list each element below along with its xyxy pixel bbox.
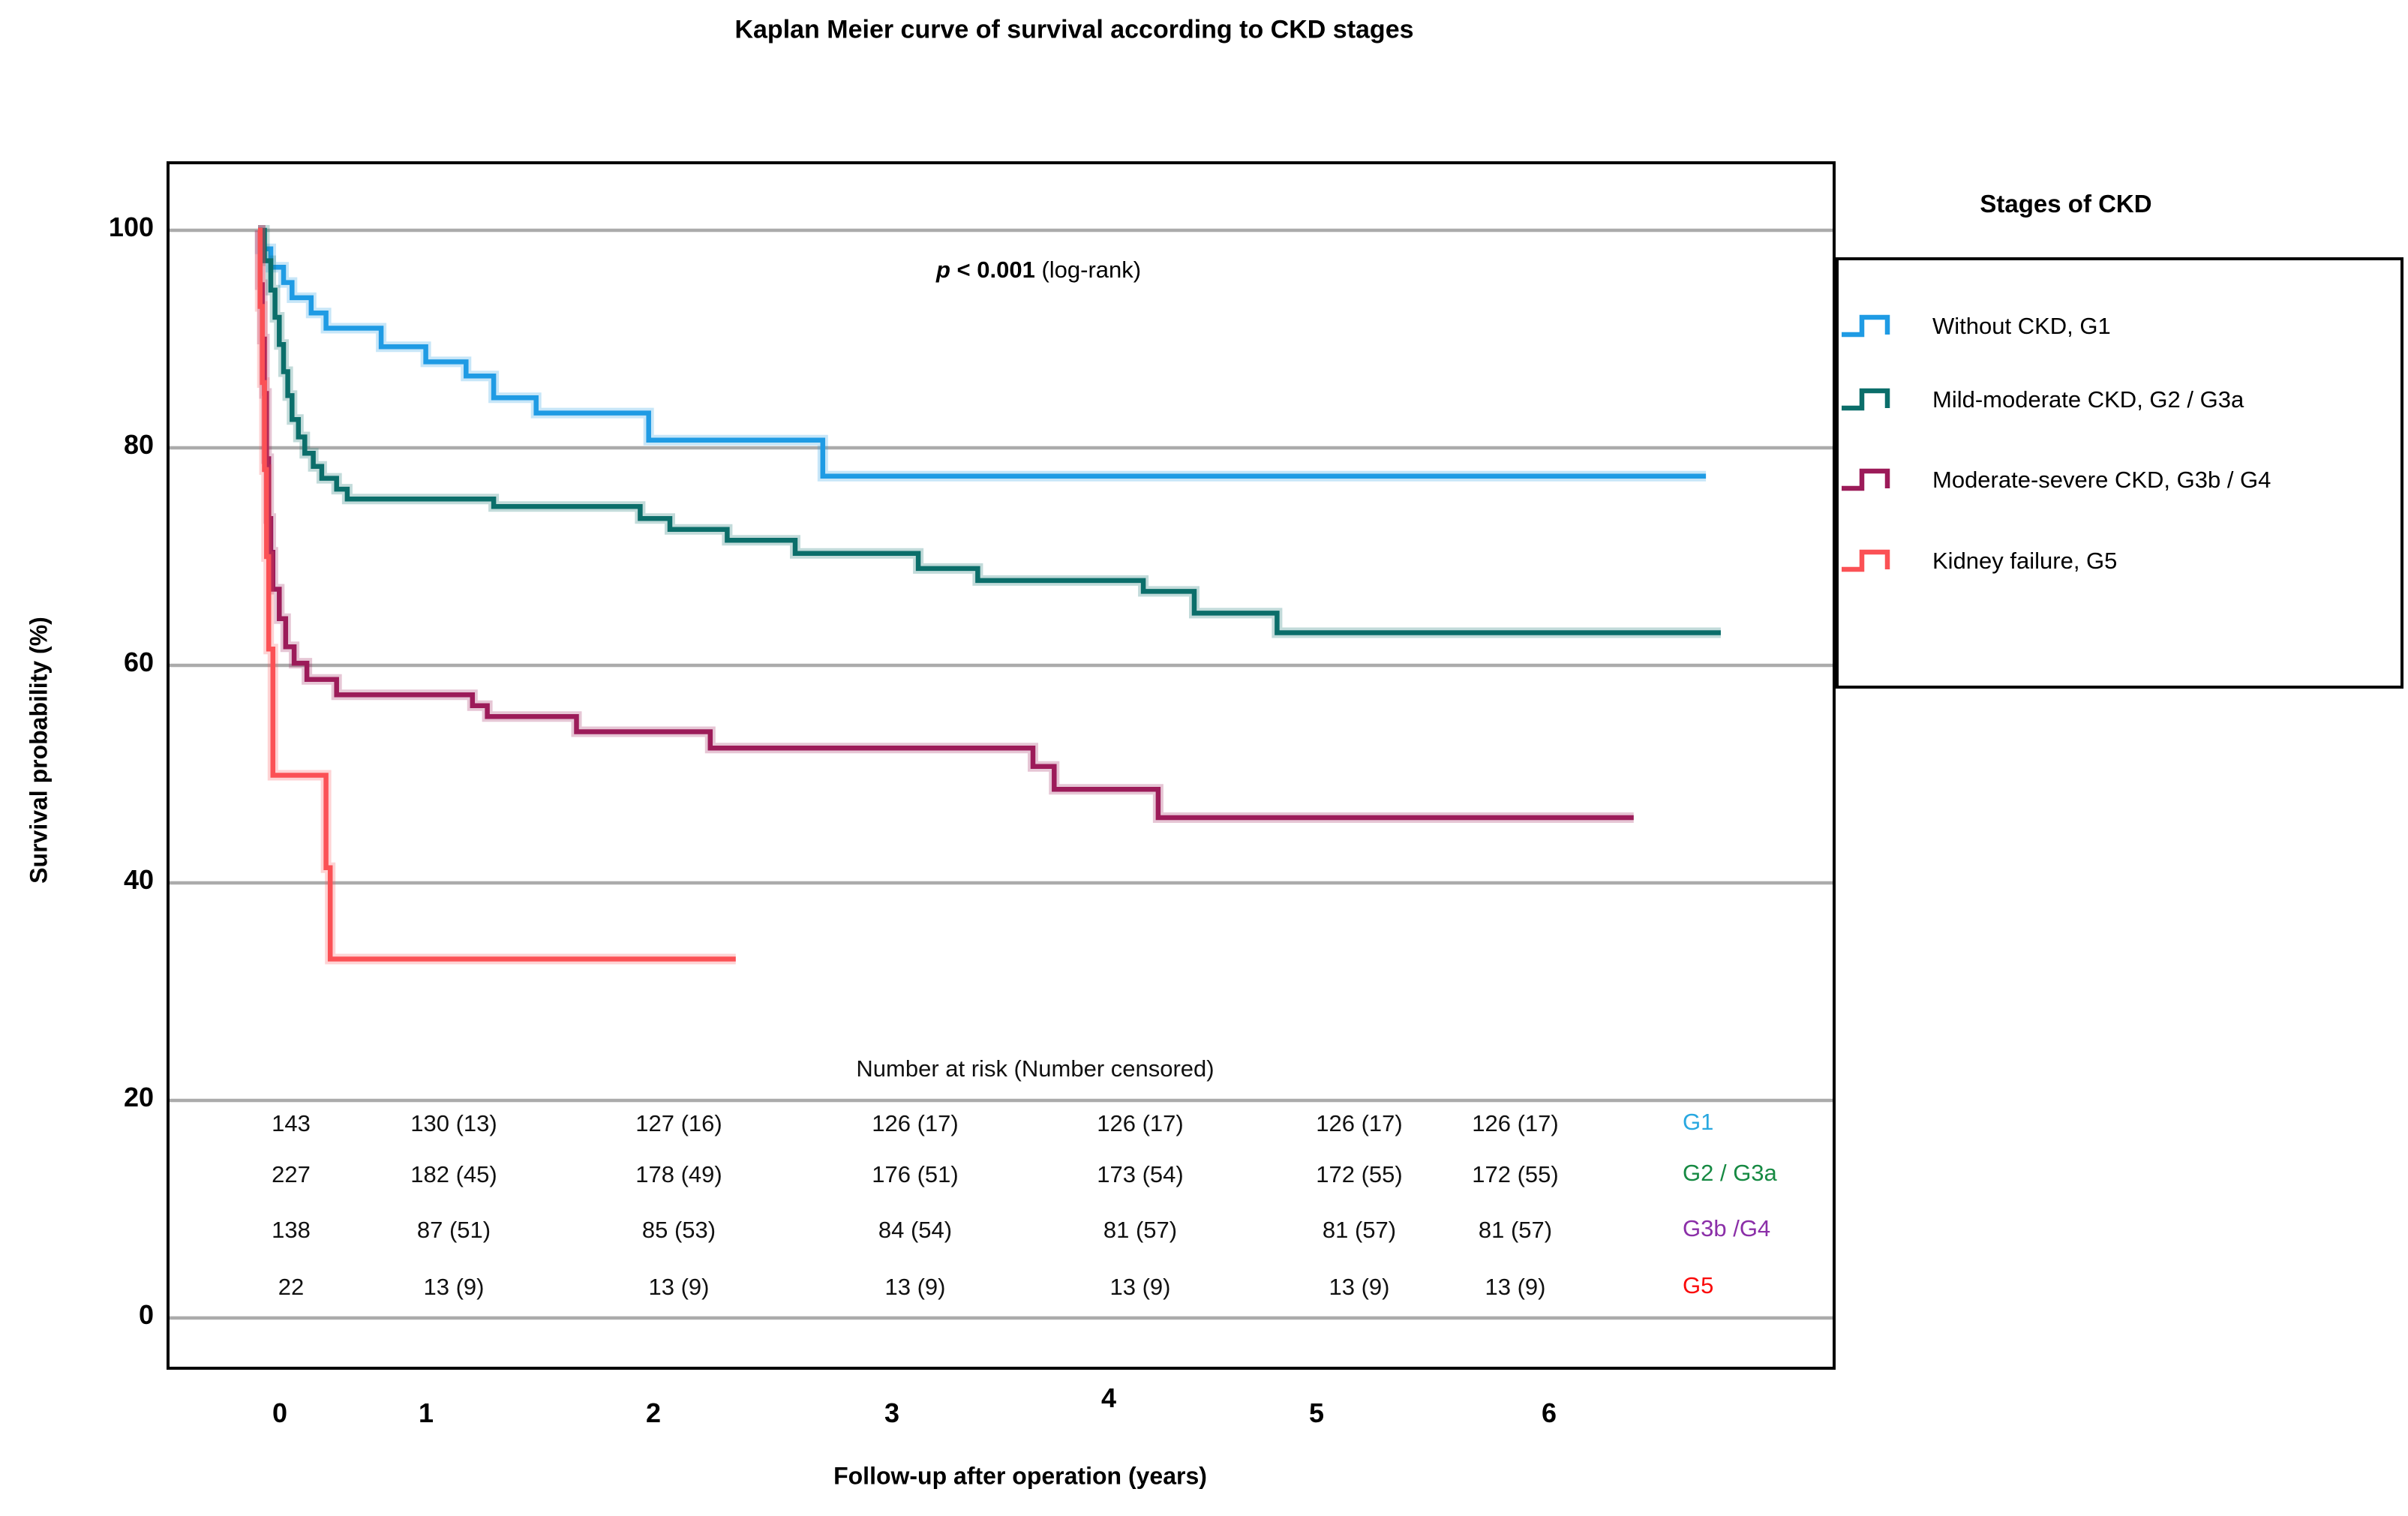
risk-cell-r1-c7: 126 (17) xyxy=(1472,1110,1559,1136)
legend-step-line-icon xyxy=(1842,549,1890,572)
risk-cell-r4-c5: 13 (9) xyxy=(1109,1274,1171,1300)
legend-item-2: Mild-moderate CKD, G2 / G3a xyxy=(1839,380,2244,419)
risk-cell-r4-c3: 13 (9) xyxy=(648,1274,710,1300)
legend-item-4: Kidney failure, G5 xyxy=(1839,542,2117,581)
risk-cell-r3-c5: 81 (57) xyxy=(1103,1217,1178,1243)
risk-cell-r1-c1: 143 xyxy=(272,1110,311,1136)
y-tick-100: 100 xyxy=(108,212,154,242)
risk-cell-r3-c3: 85 (53) xyxy=(641,1217,716,1243)
risk-row-label-g5: G5 xyxy=(1683,1272,1714,1298)
y-tick-20: 20 xyxy=(123,1082,154,1112)
risk-table-header: Number at risk (Number censored) xyxy=(856,1055,1215,1082)
risk-cell-r1-c6: 126 (17) xyxy=(1316,1110,1403,1136)
risk-cell-r3-c7: 81 (57) xyxy=(1478,1217,1553,1243)
legend-label: Mild-moderate CKD, G2 / G3a xyxy=(1932,386,2244,413)
risk-cell-r1-c2: 130 (13) xyxy=(410,1110,497,1136)
risk-cell-r4-c2: 13 (9) xyxy=(423,1274,485,1300)
legend-step-line-icon xyxy=(1842,468,1890,491)
km-curve-3 xyxy=(254,225,1634,823)
legend-step-line-icon xyxy=(1842,314,1890,338)
x-tick-1: 1 xyxy=(418,1397,434,1428)
km-curves-canvas xyxy=(170,225,1833,1320)
risk-cell-r3-c4: 84 (54) xyxy=(878,1217,953,1243)
km-curve-4 xyxy=(257,227,736,962)
risk-cell-r2-c4: 176 (51) xyxy=(872,1161,959,1187)
legend-label: Without CKD, G1 xyxy=(1932,313,2111,339)
legend-label: Moderate-severe CKD, G3b / G4 xyxy=(1932,467,2271,493)
x-tick-3: 3 xyxy=(884,1397,900,1428)
risk-cell-r2-c6: 172 (55) xyxy=(1316,1161,1403,1187)
legend-label: Kidney failure, G5 xyxy=(1932,548,2118,574)
risk-cell-r1-c5: 126 (17) xyxy=(1097,1110,1184,1136)
risk-cell-r3-c2: 87 (51) xyxy=(416,1217,491,1243)
y-axis-label: Survival probability (%) xyxy=(25,617,53,884)
x-tick-5: 5 xyxy=(1308,1397,1325,1428)
p-test: (log-rank) xyxy=(1034,257,1142,283)
risk-cell-r2-c5: 173 (54) xyxy=(1097,1161,1184,1187)
risk-cell-r1-c4: 126 (17) xyxy=(872,1110,959,1136)
legend-box xyxy=(1836,257,2403,689)
km-curve-4 xyxy=(254,225,736,965)
plot-area xyxy=(167,161,1836,1370)
legend-step-line-icon xyxy=(1842,388,1890,411)
y-tick-40: 40 xyxy=(123,864,154,895)
risk-cell-r4-c6: 13 (9) xyxy=(1329,1274,1390,1300)
x-tick-6: 6 xyxy=(1541,1397,1557,1428)
risk-cell-r4-c7: 13 (9) xyxy=(1485,1274,1546,1300)
risk-cell-r3-c6: 81 (57) xyxy=(1322,1217,1397,1243)
y-tick-0: 0 xyxy=(138,1299,154,1330)
risk-cell-r2-c3: 178 (49) xyxy=(635,1161,722,1187)
x-tick-0: 0 xyxy=(272,1397,288,1428)
x-axis-label: Follow-up after operation (years) xyxy=(833,1462,1207,1490)
y-tick-60: 60 xyxy=(123,647,154,677)
risk-cell-r2-c7: 172 (55) xyxy=(1472,1161,1559,1187)
chart-title: Kaplan Meier curve of survival according… xyxy=(734,15,1414,44)
risk-row-label-g1: G1 xyxy=(1683,1109,1714,1135)
x-tick-4: 4 xyxy=(1100,1382,1117,1413)
legend-item-3: Moderate-severe CKD, G3b / G4 xyxy=(1839,461,2271,500)
km-curve-2 xyxy=(258,227,1721,635)
legend-title: Stages of CKD xyxy=(1980,190,2152,218)
x-tick-2: 2 xyxy=(645,1397,662,1428)
risk-cell-r4-c4: 13 (9) xyxy=(884,1274,946,1300)
risk-row-label-g2g3a: G2 / G3a xyxy=(1683,1160,1777,1186)
risk-cell-r4-c1: 22 xyxy=(278,1274,305,1300)
p-value-annotation: p < 0.001 (log-rank) xyxy=(936,257,1141,284)
km-curve-3 xyxy=(257,227,1634,821)
p-symbol: p xyxy=(936,257,950,283)
y-tick-80: 80 xyxy=(123,429,154,460)
legend-item-1: Without CKD, G1 xyxy=(1839,307,2111,346)
km-curve-1 xyxy=(257,227,1707,479)
km-curve-2 xyxy=(258,225,1721,638)
risk-row-label-g3bg4: G3b /G4 xyxy=(1683,1215,1771,1241)
risk-cell-r2-c1: 227 xyxy=(272,1161,311,1187)
risk-cell-r1-c3: 127 (16) xyxy=(635,1110,722,1136)
p-value: < 0.001 xyxy=(950,257,1035,283)
risk-cell-r2-c2: 182 (45) xyxy=(410,1161,497,1187)
risk-cell-r3-c1: 138 xyxy=(272,1217,311,1243)
